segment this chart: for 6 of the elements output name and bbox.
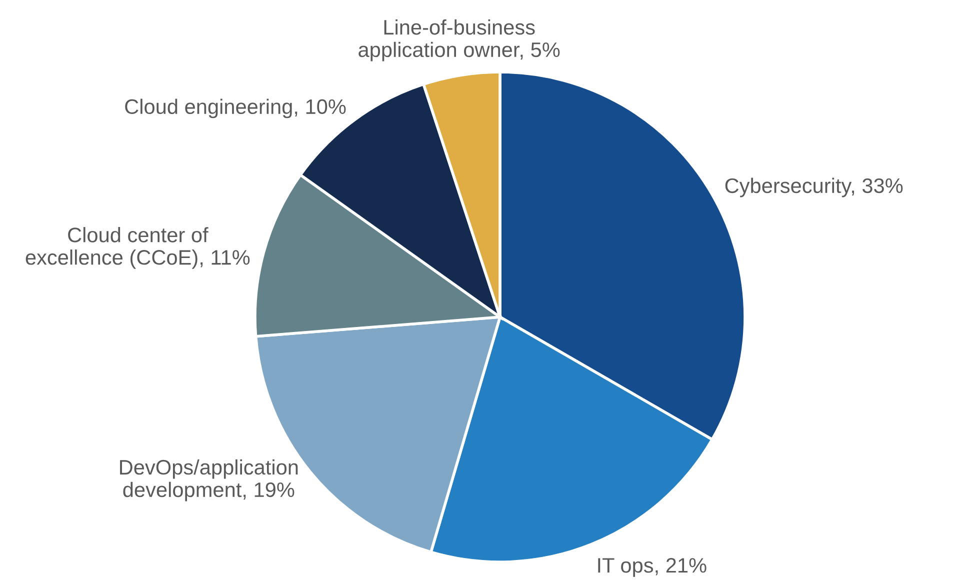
slice-label: Cloud engineering, 10%: [125, 98, 346, 118]
slice-label: Cybersecurity, 33%: [725, 178, 903, 198]
slice-label: IT ops, 21%: [598, 558, 706, 577]
slice-label: DevOps/application development, 19%: [120, 459, 298, 502]
slice-label: Cloud center of excellence (CCoE), 11%: [26, 227, 250, 269]
slice-label: Line-of-business application owner, 5%: [358, 19, 560, 62]
